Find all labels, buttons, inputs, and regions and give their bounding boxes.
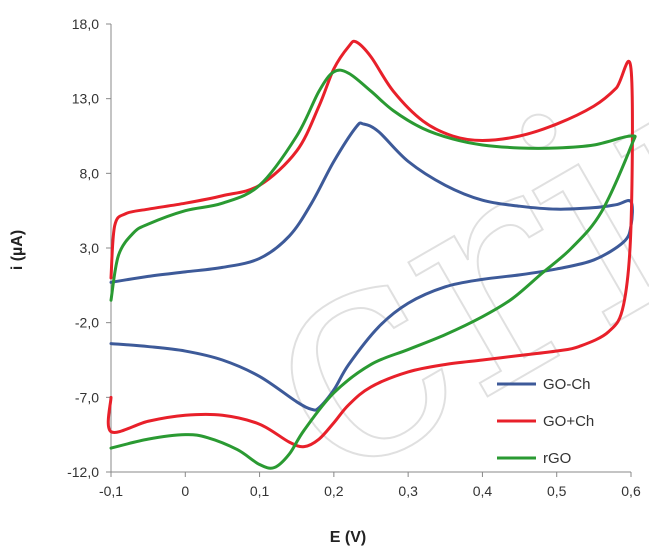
x-tick-label: 0,1 [250, 483, 270, 499]
legend-label-rgo: rGO [543, 450, 571, 467]
x-tick-label: 0,4 [473, 483, 493, 499]
y-tick-label: -12,0 [67, 464, 99, 480]
x-axis-title: E (V) [330, 529, 366, 546]
y-tick-label: 3,0 [80, 240, 100, 256]
legend-label-go-ch: GO+Ch [543, 413, 594, 430]
legend-label-go-ch: GO-Ch [543, 376, 591, 393]
y-tick-label: 18,0 [72, 16, 99, 32]
y-tick-label: 8,0 [80, 165, 100, 181]
x-tick-label: -0,1 [99, 483, 123, 499]
series-line-go-ch [106, 39, 634, 449]
series-line-rgo [109, 68, 637, 470]
x-tick-label: 0,6 [621, 483, 641, 499]
legend: GO-Ch GO+Ch rGO [497, 376, 594, 467]
x-tick-label: 0,3 [398, 483, 418, 499]
x-tick-label: 0,5 [547, 483, 567, 499]
series-lines [106, 39, 637, 470]
x-axis: -0,1 0 0,1 0,2 0,3 0,4 0,5 0,6 [99, 472, 641, 499]
y-tick-label: -2,0 [75, 315, 99, 331]
x-tick-label: 0 [181, 483, 189, 499]
x-tick-label: 0,2 [324, 483, 344, 499]
y-axis-title: i (µA) [9, 230, 26, 270]
y-axis: -12,0 -7,0 -2,0 3,0 8,0 13,0 18,0 [67, 16, 111, 480]
y-tick-label: -7,0 [75, 389, 99, 405]
y-tick-label: 13,0 [72, 91, 99, 107]
